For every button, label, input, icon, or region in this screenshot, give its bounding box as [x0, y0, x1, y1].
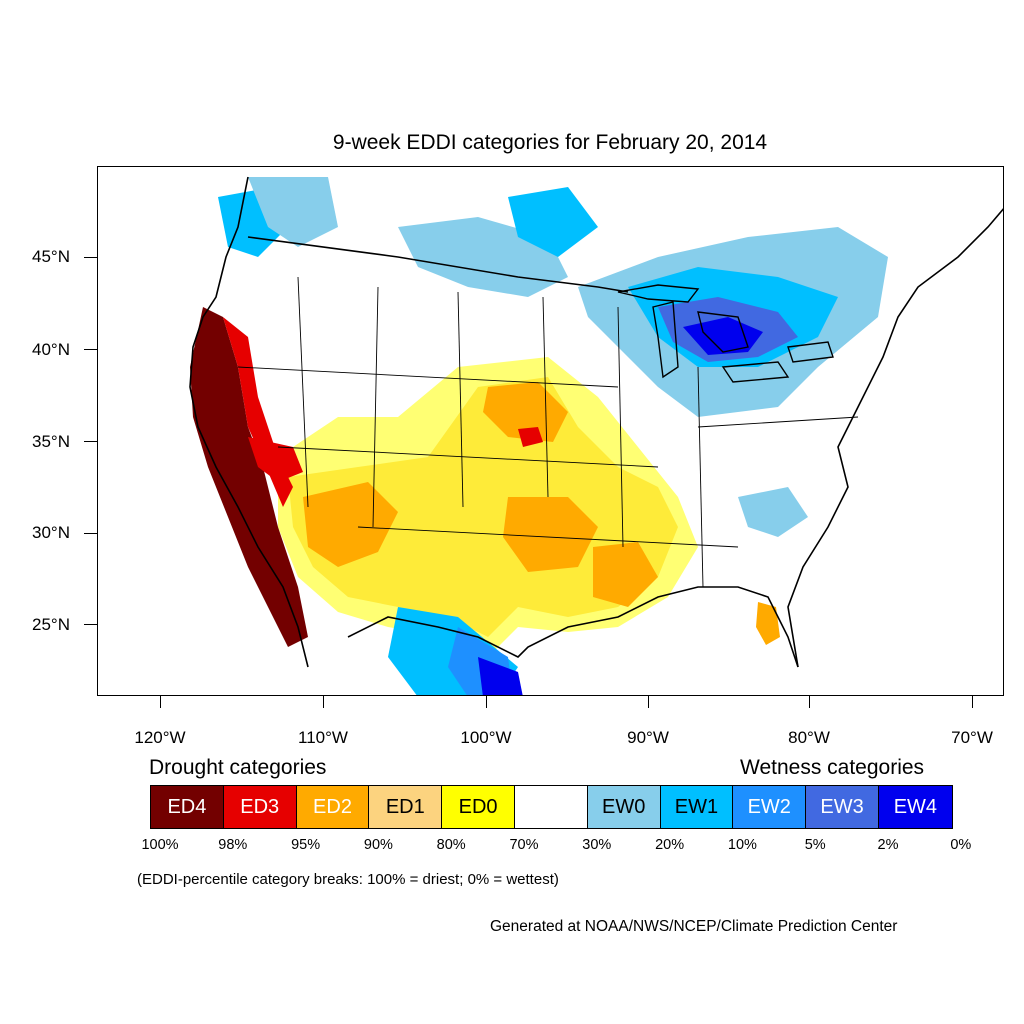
legend-swatch-ew1: EW1 [660, 786, 734, 828]
legend-swatch-ew2: EW2 [733, 786, 807, 828]
lon-tick [323, 696, 325, 708]
ew4-great-lakes [683, 317, 763, 355]
map-panel [97, 166, 1004, 696]
wetness-heading: Wetness categories [740, 756, 925, 779]
ew0-pacific-northwest [248, 177, 338, 247]
drought-heading: Drought categories [149, 756, 327, 779]
eddi-map [189, 176, 1003, 695]
legend-swatch-ed4: ED4 [151, 786, 224, 828]
lon-label-90w: 90°W [627, 728, 669, 747]
legend-swatch-ew3: EW3 [806, 786, 879, 828]
lat-label-30n: 30°N [32, 523, 70, 542]
lat-label-45n: 45°N [32, 247, 70, 266]
legend-break-label: 98% [218, 837, 248, 853]
legend-swatch-ew0: EW0 [587, 786, 661, 828]
lat-tick [84, 349, 97, 351]
legend-break-label: 10% [727, 837, 757, 853]
coastlines [189, 176, 1003, 668]
legend-break-label: 5% [804, 837, 826, 853]
state-borders [237, 276, 859, 588]
lon-tick [160, 696, 162, 708]
lon-tick [972, 696, 974, 708]
ew0-southeast [738, 487, 808, 537]
ed2-region-texas [503, 497, 598, 572]
legend-swatch-ew4: EW4 [878, 786, 952, 828]
lat-tick [84, 533, 97, 535]
ed3-nevada [248, 437, 303, 482]
east-coast [787, 208, 1003, 668]
west-coast [189, 176, 309, 668]
legend-break-label: 0% [950, 837, 972, 853]
ew1-north [508, 187, 598, 257]
ed4-california [190, 307, 308, 647]
legend-break-label: 30% [582, 837, 612, 853]
legend-break-label: 2% [877, 837, 899, 853]
great-lakes [617, 284, 834, 383]
lon-label-100w: 100°W [460, 728, 512, 747]
ed2-region-louisiana [593, 542, 658, 607]
legend-break-label: 100% [141, 837, 179, 853]
legend-swatch-ed1: ED1 [369, 786, 443, 828]
legend-break-label: 95% [291, 837, 321, 853]
lon-label-80w: 80°W [788, 728, 830, 747]
lon-tick [809, 696, 811, 708]
ed3-nebraska [518, 427, 543, 447]
legend-swatch-neutral [514, 786, 588, 828]
ew4-texas-coast [478, 657, 523, 695]
lat-label-40n: 40°N [32, 340, 70, 359]
legend-break-label: 70% [509, 837, 539, 853]
legend-break-label: 90% [363, 837, 393, 853]
ed2-region-southwest [303, 482, 398, 567]
lat-label-25n: 25°N [32, 615, 70, 634]
legend-break-label: 80% [436, 837, 466, 853]
legend-swatch-ed0: ED0 [442, 786, 515, 828]
gulf-coast [347, 586, 799, 668]
ed2-region-plains [483, 382, 568, 442]
legend-swatch-ed2: ED2 [296, 786, 370, 828]
map-title: 9-week EDDI categories for February 20, … [332, 131, 768, 154]
legend-color-bar: ED4 ED3 ED2 ED1 ED0 EW0 EW1 EW2 EW3 EW4 [150, 785, 953, 829]
lon-label-110w: 110°W [298, 728, 348, 747]
category-shading [190, 177, 888, 695]
lat-tick [84, 257, 97, 259]
legend-break-label: 20% [655, 837, 685, 853]
lon-label-120w: 120°W [134, 728, 186, 747]
credit-line: Generated at NOAA/NWS/NCEP/Climate Predi… [490, 918, 898, 935]
lon-tick [648, 696, 650, 708]
lat-label-35n: 35°N [32, 432, 70, 451]
legend-swatch-ed3: ED3 [223, 786, 297, 828]
lat-tick [84, 441, 97, 443]
legend-note: (EDDI-percentile category breaks: 100% =… [137, 871, 559, 888]
ed2-florida [756, 602, 780, 645]
lat-tick [84, 624, 97, 626]
lon-label-70w: 70°W [951, 728, 993, 747]
lon-tick [486, 696, 488, 708]
canada-border [247, 236, 629, 293]
